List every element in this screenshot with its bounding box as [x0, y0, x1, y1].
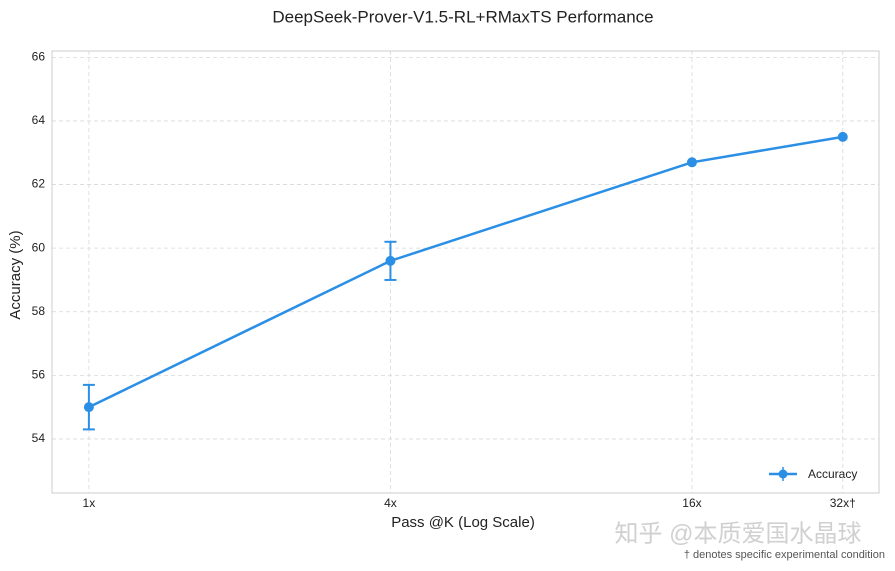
plot-frame: [51, 50, 880, 494]
chart-title: DeepSeek-Prover-V1.5-RL+RMaxTS Performan…: [272, 7, 653, 26]
data-line: [88, 135, 843, 409]
x-tick-label: 32x†: [830, 496, 856, 510]
y-tick-label: 66: [32, 50, 46, 64]
data-point: [686, 157, 697, 168]
footnote: † denotes specific experimental conditio…: [684, 549, 885, 561]
x-axis-label: Pass @K (Log Scale): [391, 514, 535, 531]
watermark: 知乎 @本质爱国水晶球: [614, 520, 861, 547]
legend-marker: [778, 469, 788, 479]
y-axis-label: Accuracy (%): [7, 230, 24, 319]
x-tick-label: 16x: [682, 496, 701, 510]
y-tick-label: 54: [32, 431, 46, 445]
y-tick-label: 60: [32, 240, 46, 254]
x-tick-label: 1x: [83, 496, 96, 510]
data-point: [385, 255, 396, 266]
x-tick-label: 4x: [384, 496, 397, 510]
y-tick-label: 64: [32, 113, 46, 127]
data-point: [837, 131, 848, 142]
y-tick-label: 62: [32, 177, 46, 191]
y-tick-label: 58: [32, 304, 46, 318]
y-tick-label: 56: [32, 368, 46, 382]
data-point: [83, 402, 94, 413]
legend-label: Accuracy: [808, 467, 857, 481]
